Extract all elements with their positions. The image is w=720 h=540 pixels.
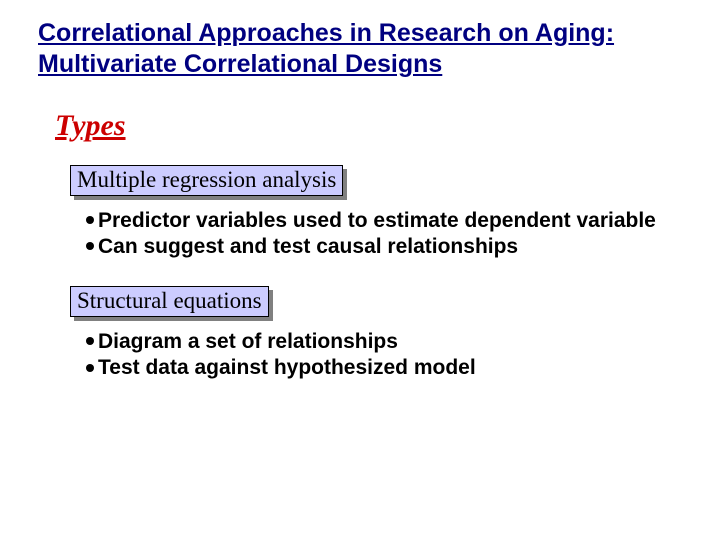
box-multiple-regression: Multiple regression analysis <box>70 165 343 196</box>
bullet-text: Predictor variables used to estimate dep… <box>98 209 656 232</box>
bullet-item: Predictor variables used to estimate dep… <box>86 208 720 234</box>
bullet-text: Test data against hypothesized model <box>98 356 476 379</box>
title-line-1: Correlational Approaches in Research on … <box>38 19 614 47</box>
box-structural-equations: Structural equations <box>70 286 269 317</box>
bullet-item: Test data against hypothesized model <box>86 355 720 381</box>
box-label: Structural equations <box>70 286 269 317</box>
bullet-dot-icon <box>86 337 94 345</box>
bullet-dot-icon <box>86 216 94 224</box>
bullets-section-2: Diagram a set of relationships Test data… <box>86 329 720 382</box>
bullet-text: Can suggest and test causal relationship… <box>98 235 518 258</box>
slide-title: Correlational Approaches in Research on … <box>38 18 690 81</box>
bullet-item: Diagram a set of relationships <box>86 329 720 355</box>
title-line-2: Multivariate Correlational Designs <box>38 50 442 78</box>
slide: Correlational Approaches in Research on … <box>0 0 720 540</box>
bullet-text: Diagram a set of relationships <box>98 330 398 353</box>
bullet-dot-icon <box>86 242 94 250</box>
types-heading: Types <box>55 109 720 143</box>
bullet-dot-icon <box>86 364 94 372</box>
bullets-section-1: Predictor variables used to estimate dep… <box>86 208 720 261</box>
bullet-item: Can suggest and test causal relationship… <box>86 234 720 260</box>
box-label: Multiple regression analysis <box>70 165 343 196</box>
